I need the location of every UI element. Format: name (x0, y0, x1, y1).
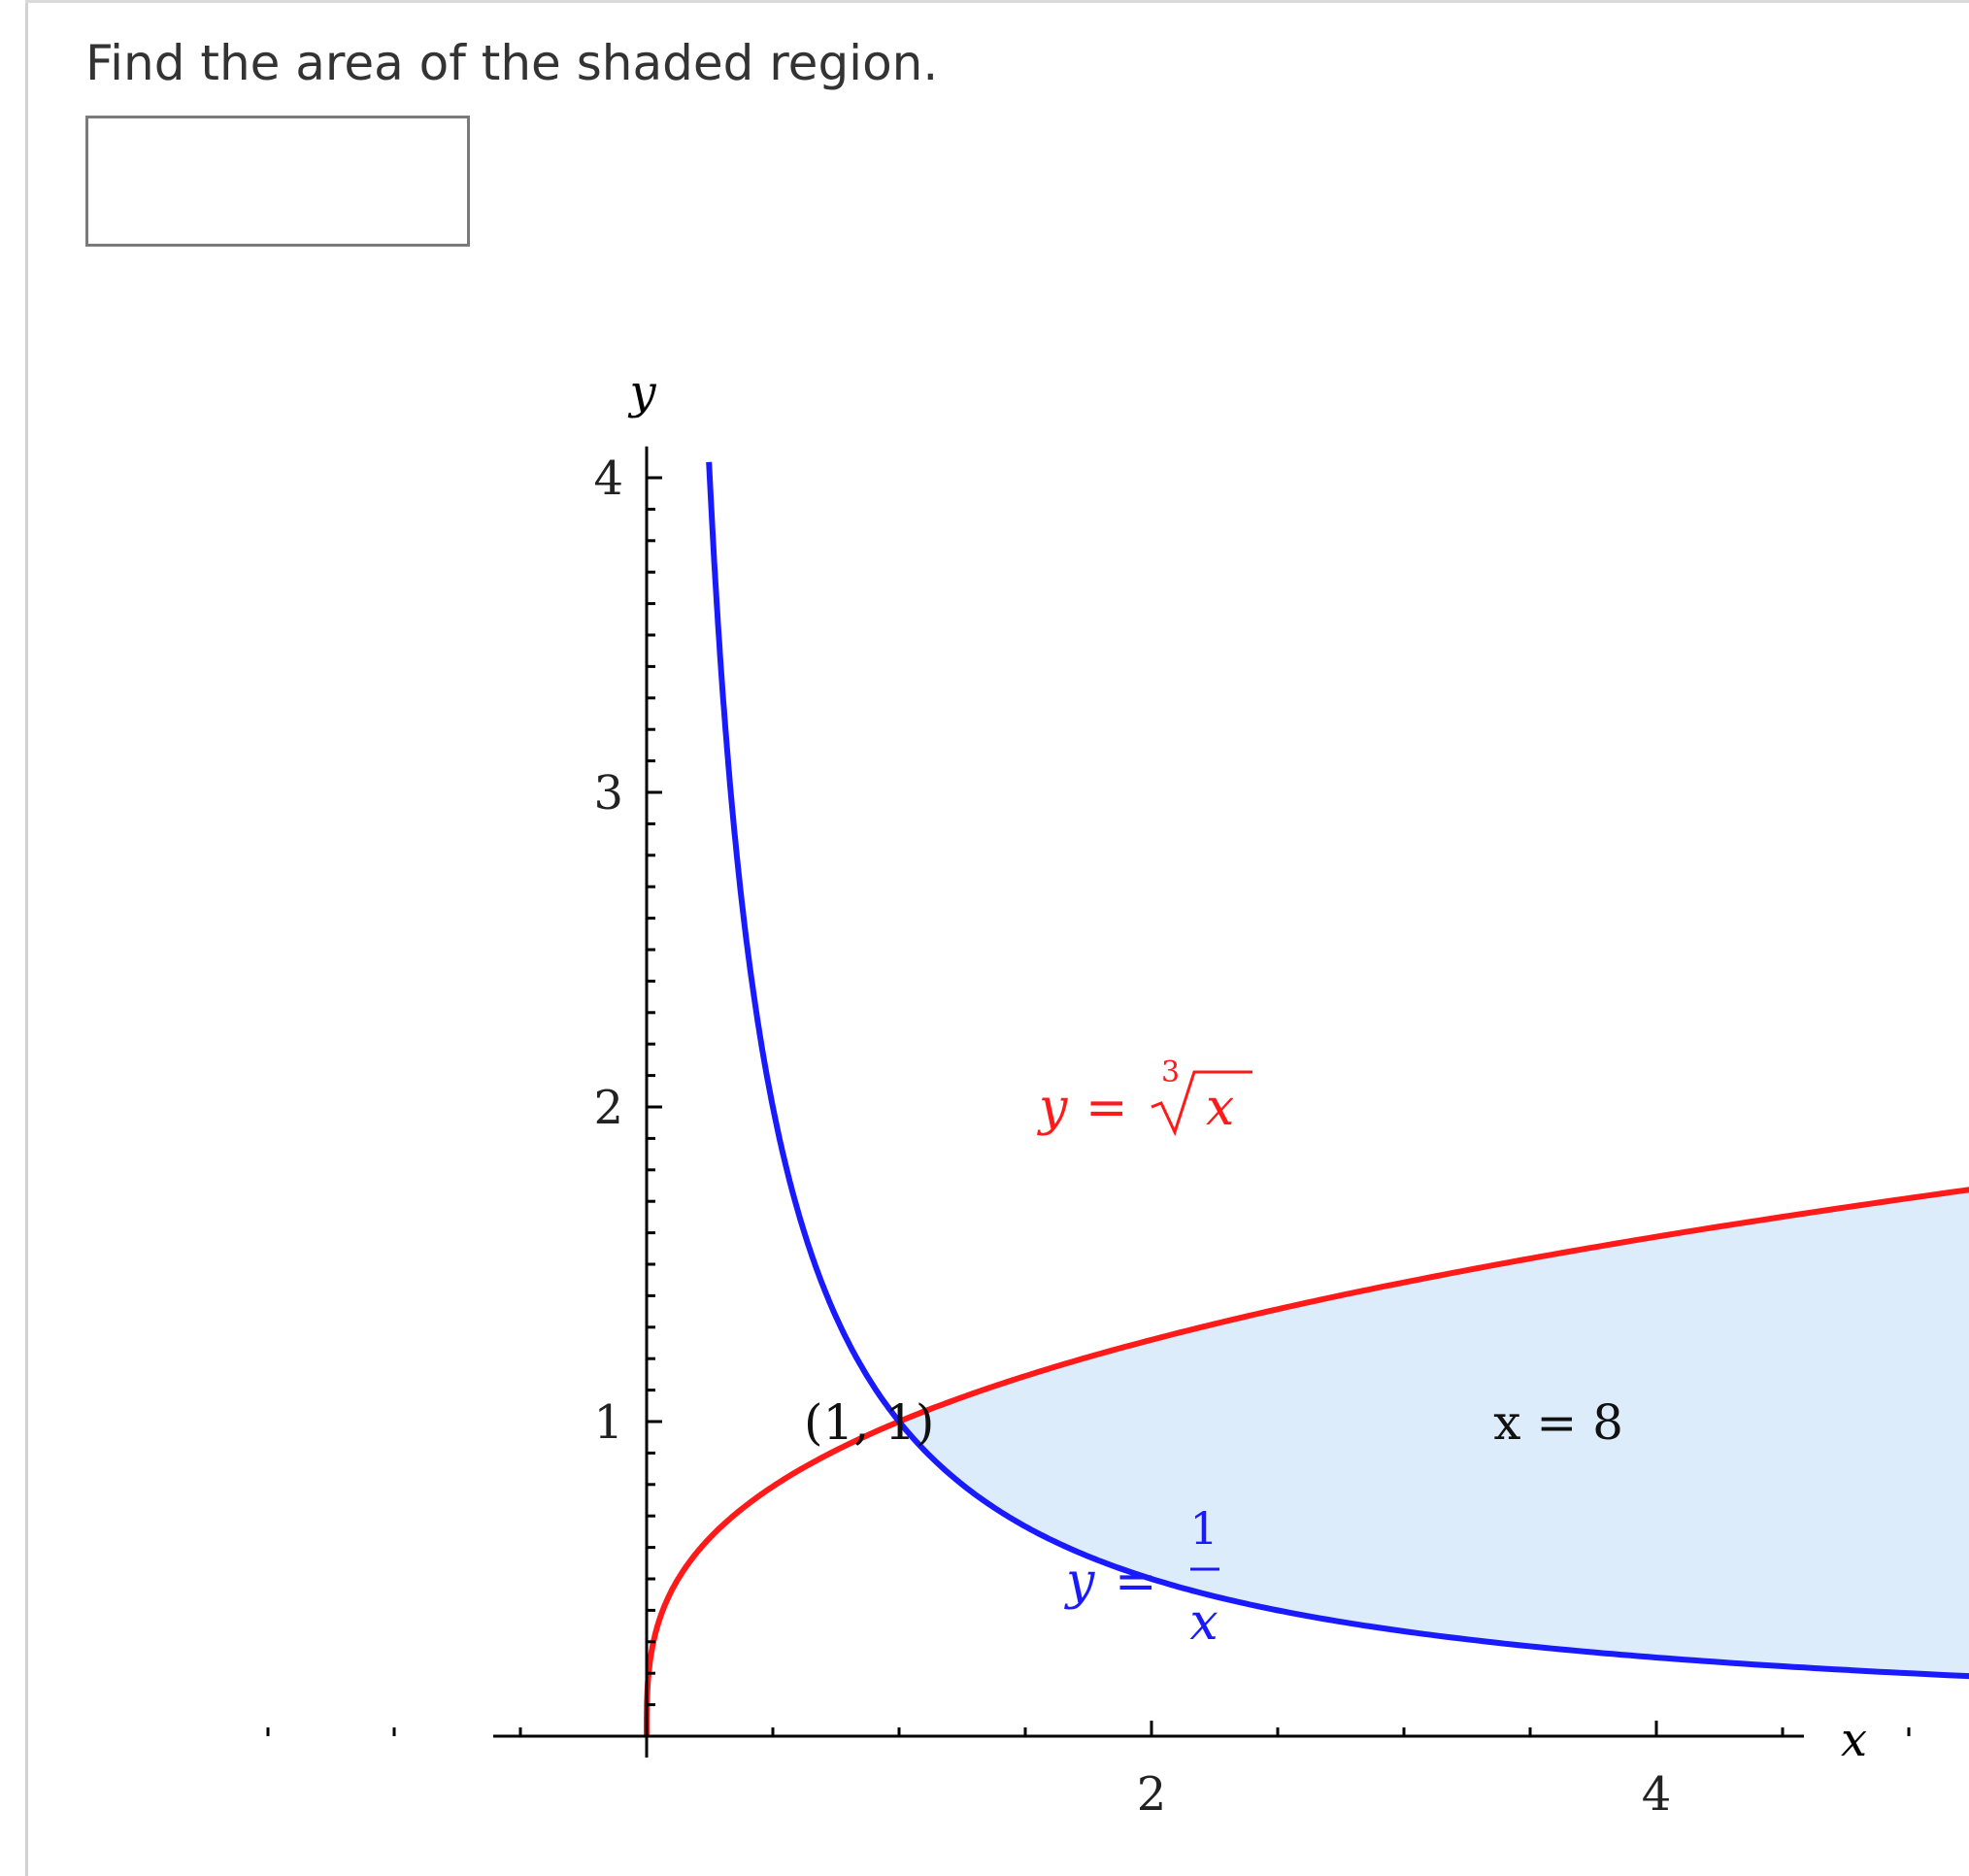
x-axis-label: x (1841, 1713, 1867, 1767)
top-border (25, 0, 1969, 3)
reciprocal-label-y: y (1064, 1553, 1095, 1611)
y-tick-label: 3 (593, 766, 623, 821)
radical-sign (1151, 1070, 1252, 1137)
x-tick-label: 4 (1642, 1767, 1672, 1822)
y-tick-label: 4 (593, 452, 623, 506)
reciprocal-label-denominator: x (1189, 1593, 1218, 1652)
reciprocal-label-equals: = (1115, 1553, 1157, 1611)
y-tick-label: 2 (593, 1081, 623, 1135)
axis-ticks: 24681234 (266, 452, 1911, 1822)
answer-input[interactable] (85, 116, 470, 247)
cbrt-label-y: y (1037, 1079, 1068, 1137)
intersection-label: (1, 1) (804, 1394, 934, 1451)
cbrt-label-radicand: x (1206, 1079, 1234, 1137)
reciprocal-curve (706, 461, 1969, 1680)
reciprocal-label-numerator: 1 (1189, 1502, 1218, 1555)
y-axis-label: y (627, 365, 656, 419)
left-border (25, 0, 28, 1876)
cbrt-equation-label: y = 3 x (1037, 1055, 1252, 1137)
boundary-line-label: x = 8 (1493, 1394, 1623, 1451)
y-tick-label: 1 (593, 1395, 623, 1450)
cbrt-curve (644, 1187, 1969, 1736)
shaded-region (899, 1189, 1969, 1677)
cbrt-label-index: 3 (1161, 1055, 1180, 1089)
question-prompt: Find the area of the shaded region. (85, 35, 939, 91)
x-tick-label: 2 (1137, 1767, 1167, 1822)
cbrt-label-equals: = (1085, 1079, 1128, 1137)
reciprocal-equation-label: y = 1 x (1064, 1502, 1219, 1652)
